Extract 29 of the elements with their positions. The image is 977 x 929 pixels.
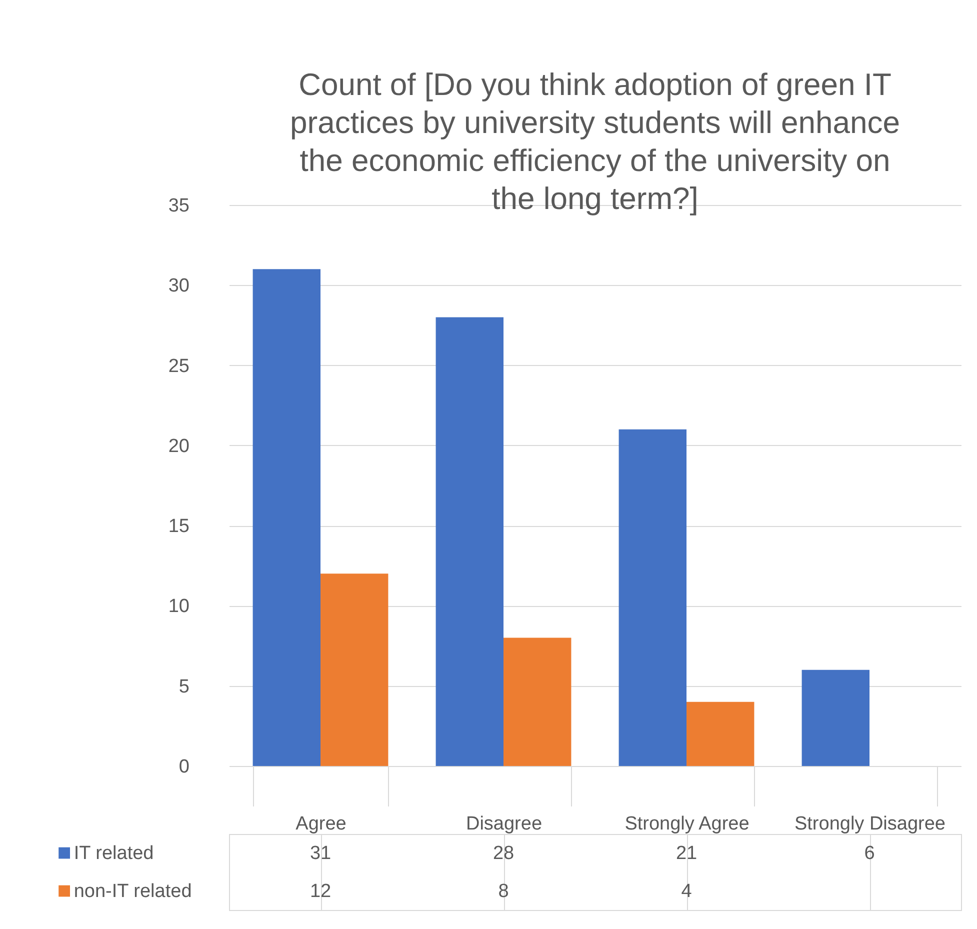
y-tick-label: 35 [168,196,190,216]
data-label: 6 [864,843,875,864]
bar [320,574,388,766]
x-tick-label: Strongly Agree [624,814,750,834]
chart-title: Count of [Do you think adoption of green IT practices by university students will enhance the economic efficiency of the university on the long term?] [290,67,900,216]
y-tick-label: 20 [168,436,190,457]
y-tick-label: 0 [178,756,190,778]
data-label: 4 [681,881,692,902]
data-label: 28 [492,843,514,864]
legend-label: IT related [74,843,154,864]
x-tick-label: Strongly Disagree [794,814,946,834]
bar [686,702,754,766]
bar [252,269,320,766]
legend-label: non-IT related [74,881,192,902]
bar [802,670,870,766]
y-tick-label: 10 [168,596,190,618]
data-label: 31 [310,843,332,864]
y-tick-label: 30 [168,276,190,297]
y-tick-label: 15 [168,516,190,538]
bar [618,429,686,766]
y-tick-label: 25 [168,356,190,377]
x-tick-label: Disagree [466,814,542,834]
data-label: 12 [310,881,332,902]
data-label: 21 [676,843,698,864]
data-label: 8 [498,881,509,902]
y-tick-label: 5 [178,676,190,698]
bar [436,317,504,766]
bar [504,638,572,766]
x-tick-label: Agree [296,814,346,834]
